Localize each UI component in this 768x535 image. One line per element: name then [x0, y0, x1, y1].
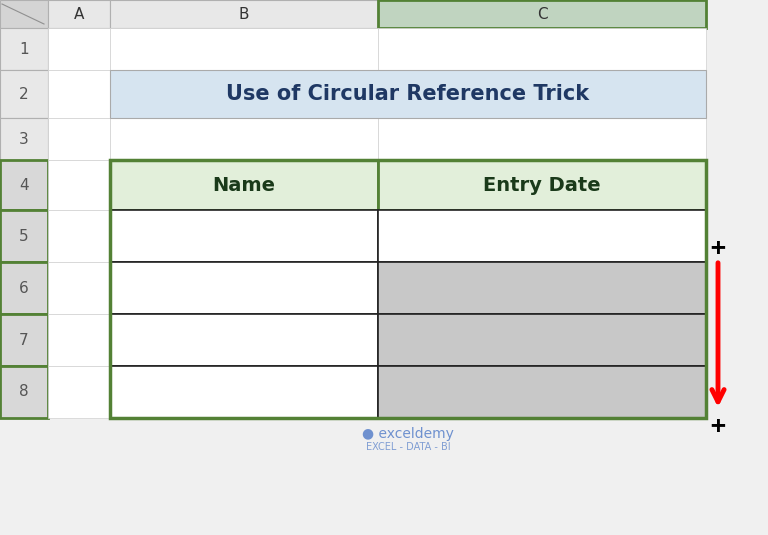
Bar: [110, 366, 378, 418]
Bar: [48, 314, 110, 366]
Text: +: +: [710, 414, 726, 438]
Bar: [110, 314, 378, 366]
Bar: [48, 210, 110, 262]
Bar: [378, 262, 706, 314]
Bar: [110, 160, 378, 210]
Text: 2: 2: [19, 87, 29, 102]
Bar: [48, 262, 110, 314]
Text: EXCEL - DATA - BI: EXCEL - DATA - BI: [366, 442, 450, 452]
Bar: [378, 118, 706, 160]
Bar: [378, 70, 706, 118]
Text: C: C: [537, 6, 548, 21]
Text: 4: 4: [19, 178, 29, 193]
Bar: [0, 0, 48, 28]
Bar: [110, 70, 378, 118]
Text: 5: 5: [19, 228, 29, 243]
Bar: [110, 210, 378, 262]
Bar: [110, 314, 378, 366]
Bar: [378, 160, 706, 210]
Bar: [0, 210, 48, 262]
Bar: [378, 314, 706, 366]
Bar: [110, 160, 378, 210]
Bar: [0, 262, 48, 314]
Bar: [0, 366, 48, 418]
Text: +: +: [710, 236, 726, 260]
Bar: [110, 262, 378, 314]
Bar: [0, 314, 48, 366]
Bar: [110, 0, 378, 28]
Text: B: B: [239, 6, 250, 21]
Bar: [378, 0, 706, 28]
Text: 3: 3: [19, 132, 29, 147]
Text: 8: 8: [19, 385, 29, 400]
Bar: [110, 118, 378, 160]
Bar: [378, 210, 706, 262]
Text: Entry Date: Entry Date: [483, 175, 601, 195]
Text: A: A: [74, 6, 84, 21]
Bar: [0, 118, 48, 160]
Bar: [110, 70, 706, 118]
Bar: [48, 160, 110, 210]
Bar: [110, 28, 378, 70]
Bar: [110, 210, 378, 262]
Bar: [110, 160, 706, 418]
Bar: [48, 70, 110, 118]
Text: 7: 7: [19, 332, 29, 348]
Bar: [378, 366, 706, 418]
Bar: [378, 210, 706, 262]
Text: ● exceldemy: ● exceldemy: [362, 427, 454, 441]
Bar: [48, 0, 110, 28]
Bar: [378, 28, 706, 70]
Bar: [48, 28, 706, 418]
Bar: [48, 366, 110, 418]
Bar: [48, 28, 110, 70]
Bar: [48, 118, 110, 160]
Bar: [378, 366, 706, 418]
Bar: [0, 70, 48, 118]
Bar: [0, 160, 48, 210]
Text: 1: 1: [19, 42, 29, 57]
Bar: [378, 262, 706, 314]
Bar: [110, 262, 378, 314]
Bar: [378, 160, 706, 210]
Bar: [0, 28, 48, 70]
Text: Name: Name: [213, 175, 276, 195]
Bar: [378, 314, 706, 366]
Text: 6: 6: [19, 280, 29, 295]
Text: Use of Circular Reference Trick: Use of Circular Reference Trick: [227, 84, 590, 104]
Bar: [110, 366, 378, 418]
